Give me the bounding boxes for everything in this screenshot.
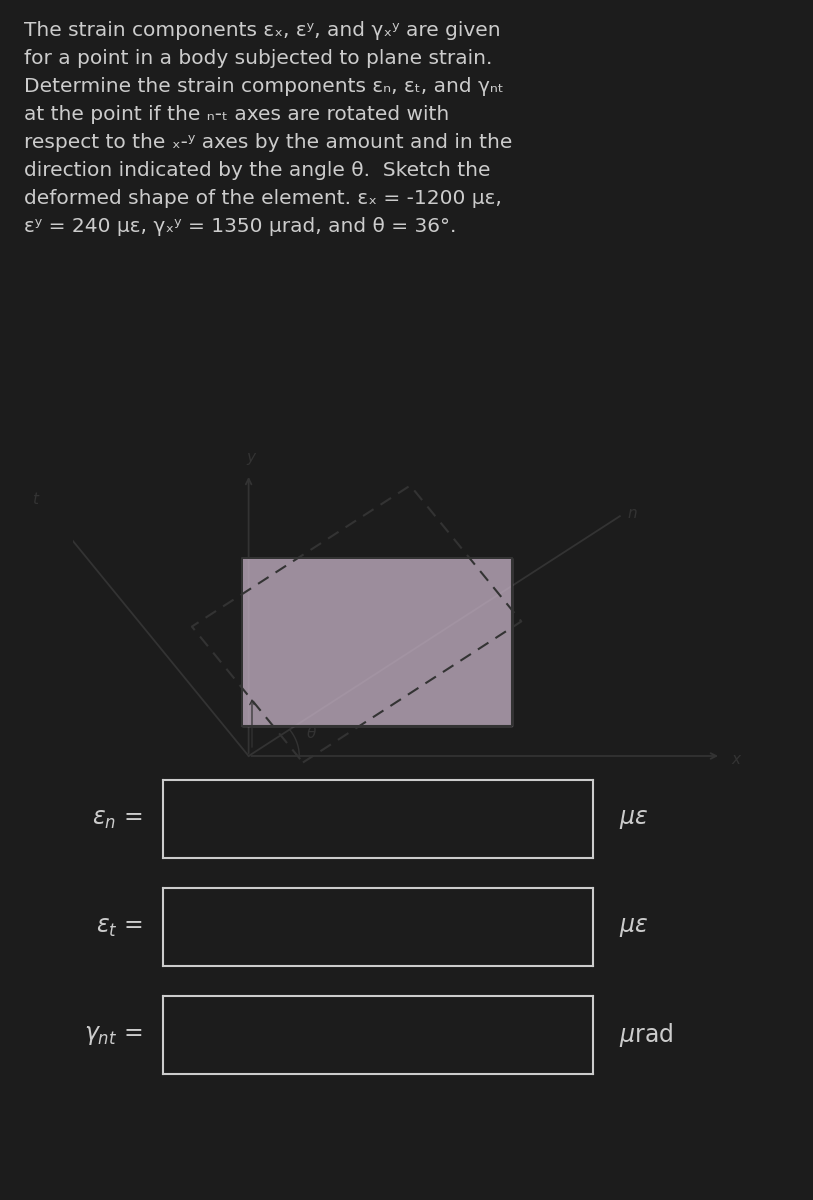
Text: $n$: $n$ [627,505,637,521]
Text: $x$: $x$ [731,751,742,767]
Text: $\mu$rad: $\mu$rad [619,1021,673,1049]
Text: $\mu\varepsilon$: $\mu\varepsilon$ [619,806,648,830]
Text: The strain components εₓ, εʸ, and γₓʸ are given
for a point in a body subjected : The strain components εₓ, εʸ, and γₓʸ ar… [24,20,513,236]
Text: $\varepsilon_n$ =: $\varepsilon_n$ = [92,806,143,830]
Text: $\mu\varepsilon$: $\mu\varepsilon$ [619,914,648,938]
Text: $t$: $t$ [32,491,40,508]
Text: $\theta$: $\theta$ [306,725,317,740]
Text: $\gamma_{nt}$ =: $\gamma_{nt}$ = [85,1022,143,1046]
Text: $y$: $y$ [246,451,258,467]
Polygon shape [242,558,512,726]
Text: $\varepsilon_t$ =: $\varepsilon_t$ = [96,914,143,938]
